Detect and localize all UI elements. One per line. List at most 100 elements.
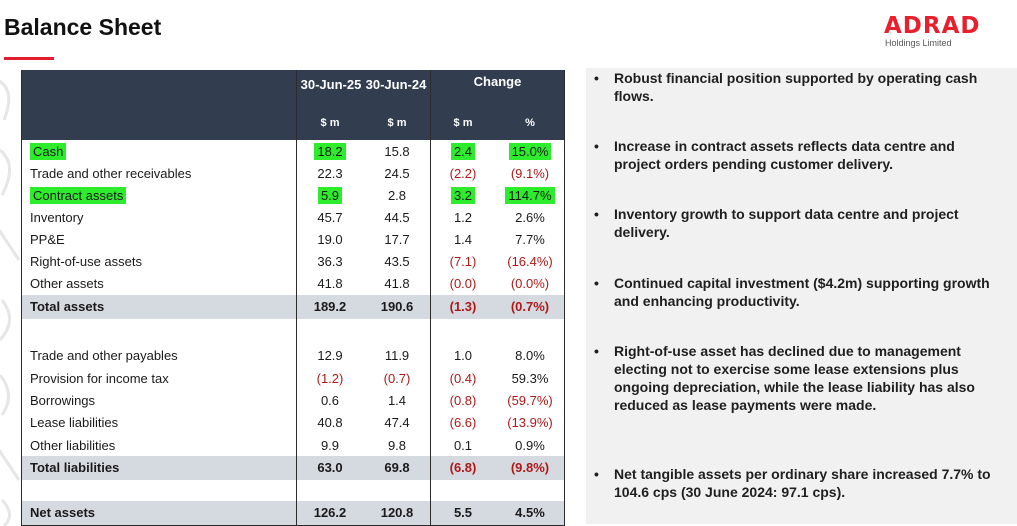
change-pct: 2.6%	[515, 210, 545, 225]
value-2025: 63.0	[317, 460, 343, 475]
table-row: Lease liabilities 40.8 47.4 (6.6) (13.9%…	[21, 412, 565, 434]
value-2024: 9.8	[387, 438, 407, 453]
change-pct: 59.3%	[511, 371, 549, 386]
row-label: Total assets	[30, 299, 105, 314]
change-amount: (2.2)	[449, 166, 477, 181]
commentary-bullet: • Increase in contract assets reflects d…	[594, 138, 955, 172]
balance-sheet-table: 30-Jun-25 30-Jun-24 Change $ m $ m $ m %…	[21, 70, 565, 526]
commentary-bullet: • Robust financial position supported by…	[594, 70, 978, 104]
value-2025: (1.2)	[316, 371, 344, 386]
bullet-icon: •	[594, 206, 599, 222]
table-row: Cash 18.2 15.8 2.4 15.0%	[21, 141, 565, 163]
value-2024: 120.8	[380, 505, 414, 520]
subheader-col2-units: $ m	[387, 117, 407, 129]
value-2024: 44.5	[384, 210, 410, 225]
total-liabilities-row: Total liabilities 63.0 69.8 (6.8) (9.8%)	[21, 456, 565, 480]
row-label: Provision for income tax	[30, 371, 169, 386]
bullet-icon: •	[594, 138, 599, 154]
value-2024: 11.9	[384, 348, 410, 363]
change-pct: 15.0%	[495, 141, 565, 163]
change-amount: (0.0)	[449, 276, 477, 291]
change-pct: 8.0%	[515, 348, 545, 363]
header-30-jun-24: 30-Jun-24	[365, 77, 427, 92]
change-amount: (6.6)	[449, 415, 477, 430]
row-label: Trade and other payables	[30, 348, 178, 363]
row-label: Total liabilities	[30, 460, 120, 475]
change-pct: 4.5%	[515, 505, 545, 520]
table-border-right	[564, 70, 565, 526]
change-amount: 0.1	[453, 438, 473, 453]
change-amount: (1.3)	[449, 299, 477, 314]
row-label: Right-of-use assets	[30, 254, 142, 269]
title-underline	[4, 57, 54, 60]
value-2024: 17.7	[384, 232, 410, 247]
row-label: Other liabilities	[30, 438, 116, 453]
subheader-change-units: $ m	[453, 117, 473, 129]
value-2025: 22.3	[317, 166, 343, 181]
change-amount: 1.0	[453, 348, 473, 363]
table-header	[21, 70, 565, 140]
change-pct: (9.8%)	[510, 460, 550, 475]
logo-subtitle: Holdings Limited	[885, 38, 952, 48]
row-label: Cash	[30, 141, 67, 163]
table-row: Trade and other payables 12.9 11.9 1.0 8…	[21, 345, 565, 367]
change-amount: (6.8)	[449, 460, 477, 475]
value-2025: 45.7	[317, 210, 343, 225]
table-row: PP&E 19.0 17.7 1.4 7.7%	[21, 229, 565, 251]
value-2025: 9.9	[320, 438, 340, 453]
change-amount: 3.2	[431, 185, 495, 207]
change-pct: 7.7%	[515, 232, 545, 247]
change-amount: 1.2	[453, 210, 473, 225]
row-label: Inventory	[30, 210, 84, 225]
column-divider	[430, 70, 431, 526]
row-label: Lease liabilities	[30, 415, 119, 430]
total-assets-row: Total assets 189.2 190.6 (1.3) (0.7%)	[21, 295, 565, 319]
bullet-icon: •	[594, 466, 599, 482]
row-label: Other assets	[30, 276, 104, 291]
change-amount: 5.5	[453, 505, 473, 520]
value-2024: 24.5	[384, 166, 410, 181]
value-2024: 2.8	[387, 188, 407, 203]
table-row: Provision for income tax (1.2) (0.7) (0.…	[21, 368, 565, 390]
commentary-panel: • Robust financial position supported by…	[586, 68, 1017, 524]
value-2025: 0.6	[320, 393, 340, 408]
commentary-bullet: • Net tangible assets per ordinary share…	[594, 466, 991, 500]
subheader-change-pct: %	[525, 117, 535, 129]
change-amount: (0.8)	[449, 393, 477, 408]
row-label: Trade and other receivables	[30, 166, 192, 181]
logo-wordmark: ADRAD	[884, 13, 981, 39]
table-row: Right-of-use assets 36.3 43.5 (7.1) (16.…	[21, 251, 565, 273]
header-30-jun-25: 30-Jun-25	[300, 77, 362, 92]
commentary-bullet: • Right-of-use asset has declined due to…	[594, 343, 975, 413]
row-label: Borrowings	[30, 393, 96, 408]
value-2024: 1.4	[387, 393, 407, 408]
bullet-icon: •	[594, 70, 599, 86]
table-row: Trade and other receivables 22.3 24.5 (2…	[21, 163, 565, 185]
change-pct: 0.9%	[515, 438, 545, 453]
change-pct: (0.0%)	[510, 276, 550, 291]
column-divider	[296, 70, 297, 526]
table-row: Borrowings 0.6 1.4 (0.8) (59.7%)	[21, 390, 565, 412]
table-row: Other assets 41.8 41.8 (0.0) (0.0%)	[21, 273, 565, 295]
value-2025: 40.8	[317, 415, 343, 430]
change-pct: (9.1%)	[510, 166, 550, 181]
value-2024: 43.5	[384, 254, 410, 269]
bullet-icon: •	[594, 343, 599, 359]
page-title: Balance Sheet	[4, 14, 162, 40]
change-amount: (7.1)	[449, 254, 477, 269]
net-assets-row: Net assets 126.2 120.8 5.5 4.5%	[21, 501, 565, 525]
change-pct: (16.4%)	[507, 254, 553, 269]
table-row: Inventory 45.7 44.5 1.2 2.6%	[21, 207, 565, 229]
value-2025: 5.9	[296, 185, 364, 207]
value-2024: (0.7)	[383, 371, 411, 386]
change-pct: (0.7%)	[510, 299, 550, 314]
change-amount: (0.4)	[449, 371, 477, 386]
header-change: Change	[473, 74, 522, 89]
change-amount: 2.4	[431, 141, 495, 163]
change-pct: (13.9%)	[507, 415, 553, 430]
value-2025: 19.0	[317, 232, 343, 247]
table-row: Other liabilities 9.9 9.8 0.1 0.9%	[21, 435, 565, 457]
value-2024: 190.6	[380, 299, 414, 314]
value-2024: 15.8	[384, 144, 410, 159]
value-2024: 41.8	[384, 276, 410, 291]
